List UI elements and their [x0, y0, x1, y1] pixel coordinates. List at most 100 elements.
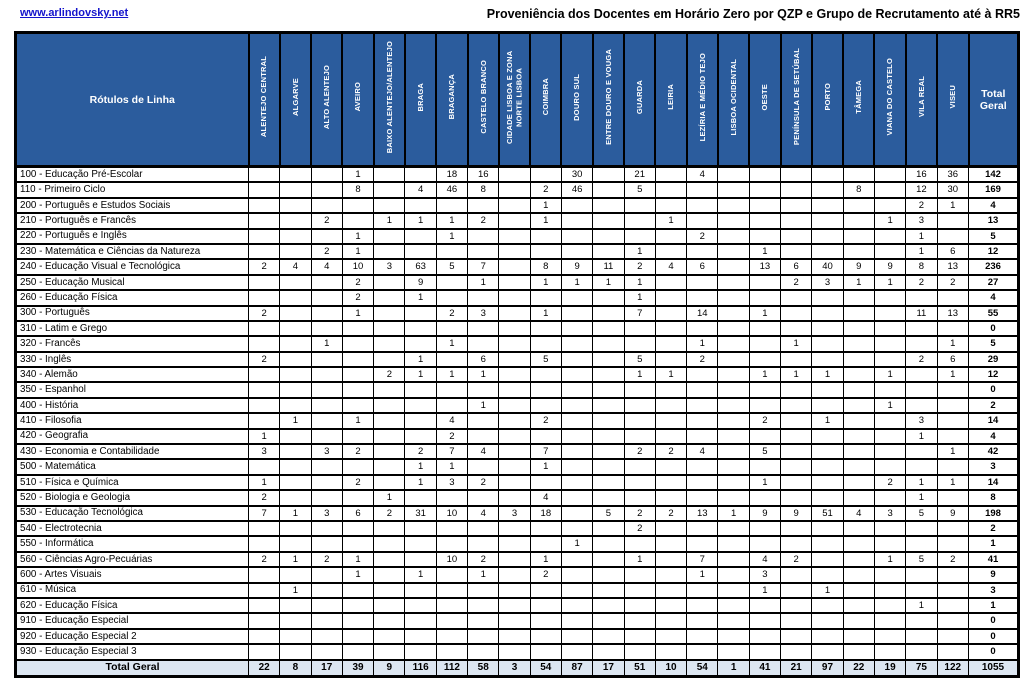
data-cell: 31 [404, 504, 437, 522]
row-total-cell: 4 [968, 196, 1019, 214]
data-cell [936, 535, 970, 553]
data-cell [780, 304, 813, 322]
data-cell [873, 519, 907, 537]
data-cell [623, 596, 656, 614]
data-cell: 1 [686, 566, 719, 584]
data-cell [592, 489, 625, 507]
data-cell: 1 [279, 412, 312, 430]
data-cell [811, 458, 844, 476]
column-header: OESTE [748, 31, 782, 168]
data-cell [842, 596, 875, 614]
data-cell [936, 643, 970, 661]
row-total-cell: 1 [968, 535, 1019, 553]
data-cell [905, 396, 938, 414]
data-cell [686, 535, 719, 553]
data-cell [686, 489, 719, 507]
data-cell [279, 443, 312, 460]
data-cell [873, 458, 907, 476]
data-cell [247, 612, 281, 630]
data-cell [498, 627, 531, 645]
data-cell: 3 [435, 473, 469, 491]
data-cell [310, 196, 343, 214]
data-cell [560, 227, 594, 245]
data-cell [529, 381, 562, 399]
data-cell [560, 350, 594, 368]
data-cell [560, 381, 594, 399]
data-cell [654, 489, 688, 507]
data-cell [373, 443, 406, 460]
column-total-cell: 75 [905, 658, 938, 678]
data-cell [905, 643, 938, 661]
data-cell [811, 335, 844, 353]
data-cell [498, 381, 531, 399]
table-row: 500 - Matemática 1 1 1 3 [15, 458, 1019, 476]
data-cell [811, 443, 844, 460]
data-cell: 1 [811, 581, 844, 599]
data-cell [654, 396, 688, 414]
data-cell [623, 643, 656, 661]
data-cell [811, 242, 844, 260]
data-cell [498, 319, 531, 337]
data-cell [279, 227, 312, 245]
data-cell [717, 396, 750, 414]
data-cell [435, 535, 469, 553]
data-cell [780, 289, 813, 307]
row-total-cell: 236 [968, 258, 1019, 276]
data-cell: 9 [560, 258, 594, 276]
data-cell [310, 381, 343, 399]
data-cell [435, 489, 469, 507]
data-cell: 1 [404, 566, 437, 584]
table-row: 230 - Matemática e Ciências da Natureza 2… [15, 242, 1019, 260]
data-cell [905, 289, 938, 307]
data-cell [780, 473, 813, 491]
data-cell: 1 [873, 212, 907, 230]
row-label: 100 - Educação Pré-Escolar [15, 165, 249, 183]
data-cell [560, 504, 594, 522]
data-cell [279, 396, 312, 414]
data-cell [310, 319, 343, 337]
data-cell [560, 612, 594, 630]
data-cell [686, 212, 719, 230]
data-cell [780, 412, 813, 430]
data-cell [373, 535, 406, 553]
data-cell [404, 196, 437, 214]
data-cell [279, 366, 312, 383]
row-total-cell: 0 [968, 627, 1019, 645]
data-cell [498, 412, 531, 430]
data-cell [247, 212, 281, 230]
data-cell [247, 381, 281, 399]
data-cell: 51 [811, 504, 844, 522]
data-cell [498, 519, 531, 537]
data-cell: 2 [341, 473, 375, 491]
data-cell [592, 643, 625, 661]
data-cell [247, 519, 281, 537]
site-link[interactable]: www.arlindovsky.net [20, 7, 129, 19]
data-cell [435, 196, 469, 214]
data-cell [247, 273, 281, 291]
data-cell [717, 581, 750, 599]
data-cell [686, 612, 719, 630]
data-cell [373, 165, 406, 183]
data-cell [592, 335, 625, 353]
data-cell [529, 473, 562, 491]
data-cell: 2 [936, 273, 970, 291]
data-cell: 1 [936, 196, 970, 214]
data-cell [780, 381, 813, 399]
data-cell [404, 319, 437, 337]
data-cell: 2 [247, 489, 281, 507]
data-cell [654, 350, 688, 368]
data-cell [435, 519, 469, 537]
data-cell: 9 [936, 504, 970, 522]
data-cell [529, 519, 562, 537]
data-cell [373, 473, 406, 491]
data-cell [279, 489, 312, 507]
total-row: Total Geral 22 8 17 39 9 116 112 58 3 54 87 17 51 10 54… [15, 658, 1019, 678]
data-cell: 7 [247, 504, 281, 522]
data-cell [529, 366, 562, 383]
data-cell: 5 [905, 550, 938, 568]
data-cell [560, 489, 594, 507]
data-cell: 4 [686, 165, 719, 183]
row-label: 200 - Português e Estudos Sociais [15, 196, 249, 214]
data-cell [247, 581, 281, 599]
row-total-cell: 5 [968, 227, 1019, 245]
